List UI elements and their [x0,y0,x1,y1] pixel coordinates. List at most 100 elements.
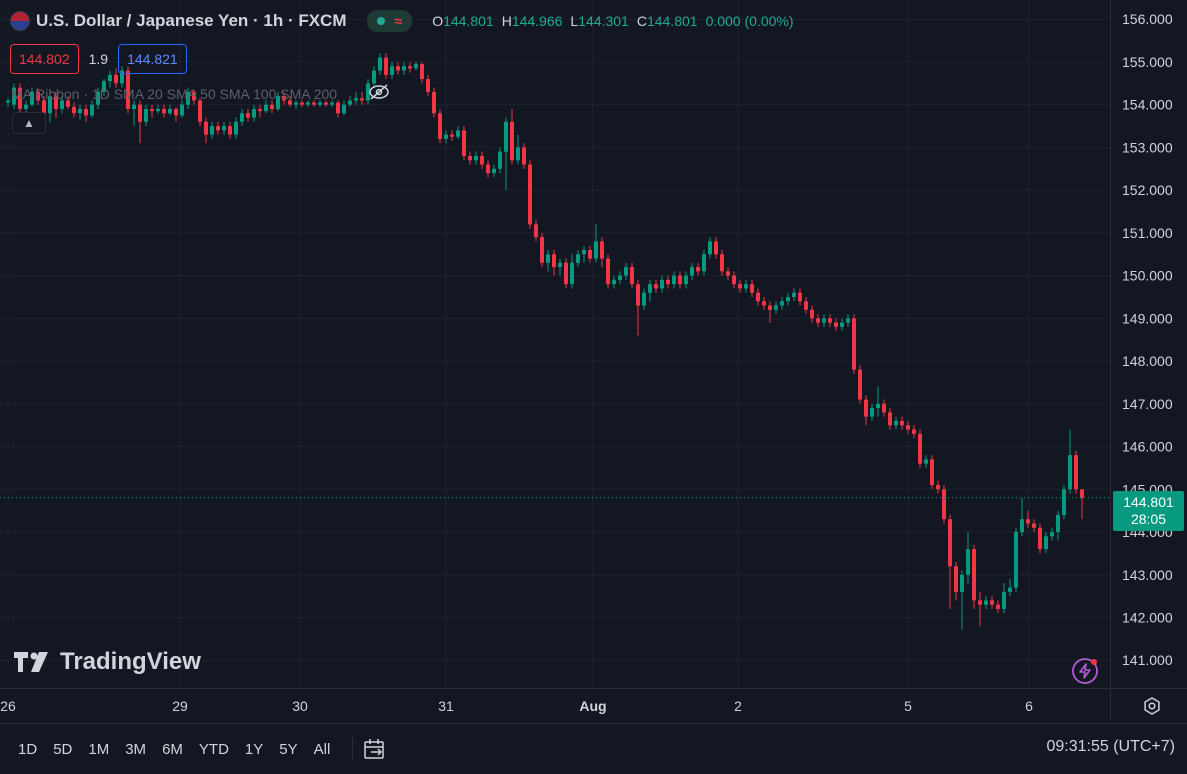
candle-body [774,305,778,310]
candle-body [204,121,208,135]
range-all-button[interactable]: All [313,740,331,758]
buy-button[interactable]: 144.821 [118,44,187,74]
candle-body [324,102,328,105]
candle-body [798,292,802,302]
x-tick-label: 5 [904,698,912,714]
candle-body [336,102,340,114]
change-value: 0.000 (0.00%) [705,13,794,29]
candle-body [930,459,934,486]
market-status-pill[interactable]: ≈ [366,10,413,32]
candle-body [678,275,682,285]
eye-hidden-icon[interactable] [368,83,390,101]
y-tick-label: 153.000 [1122,139,1173,155]
candle-body [456,130,460,137]
candle-body [540,237,544,263]
collapse-legend-button[interactable]: ▲ [12,112,46,134]
range-5y-button[interactable]: 5Y [279,740,298,758]
candle-body [876,403,880,409]
candle-body [276,96,280,109]
candle-body [534,224,538,238]
y-tick-label: 155.000 [1122,54,1173,70]
candle-body [108,74,112,82]
candle-body [882,403,886,413]
candle-body [900,420,904,426]
candle-body [42,100,46,114]
sell-button[interactable]: 144.802 [10,44,79,74]
candle-body [504,121,508,152]
candle-body [612,279,616,285]
indicator-legend[interactable]: MA Ribbon · 1D SMA 20 SMA 50 SMA 100 SMA… [11,86,338,102]
candle-body [186,91,190,105]
clock-timezone[interactable]: 09:31:55 (UTC+7) [1046,738,1175,755]
candle-body [1050,532,1054,537]
candle-body [18,87,22,109]
candle-body [750,284,754,293]
candle-body [342,104,346,114]
candle-body [420,64,424,80]
toolbar-divider [352,737,354,761]
range-6m-button[interactable]: 6M [162,740,183,758]
lightning-bolt-icon[interactable] [1071,657,1099,685]
candle-body [624,267,628,276]
candle-body [630,267,634,285]
range-5d-button[interactable]: 5D [53,740,73,758]
x-tick-label: 2 [734,698,742,714]
candle-body [1032,523,1036,528]
candle-body [570,262,574,285]
candle-body [726,271,730,276]
candle-body [30,91,34,105]
candle-body [192,91,196,101]
candle-body [438,113,442,139]
candle-body [486,164,490,174]
range-1d-button[interactable]: 1D [18,740,38,758]
candle-body [306,102,310,105]
candle-body [240,113,244,122]
candle-body [822,318,826,323]
range-ytd-button[interactable]: YTD [198,740,229,758]
candle-body [78,108,82,114]
candle-body [396,66,400,71]
bottom-toolbar: 1D 5D 1M 3M 6M YTD 1Y 5Y All 09:31:55 (U… [0,723,1187,774]
symbol-legend: U.S. Dollar / Japanese Yen · 1h · FXCM ≈… [10,10,794,32]
range-1m-button[interactable]: 1M [88,740,110,758]
candle-body [810,309,814,319]
candle-body [804,301,808,310]
chart-area[interactable]: 156.000 155.000 154.000 153.000 152.000 151.0… [0,0,1187,720]
candle-body [642,292,646,306]
candle-body [246,113,250,118]
candle-body [138,104,142,122]
range-3m-button[interactable]: 3M [125,740,147,758]
candle-body [378,57,382,71]
candle-body [978,600,982,605]
candle-body [372,70,376,84]
candle-body [450,134,454,137]
candle-body [768,305,772,310]
candle-body [12,87,16,105]
candle-body [168,108,172,114]
candle-body [258,108,262,112]
candle-body [1080,489,1084,498]
candle-body [60,100,64,109]
y-tick-label: 154.000 [1122,97,1173,113]
us-flag-icon [10,11,30,31]
candle-body [732,275,736,285]
axis-settings-icon[interactable] [1142,696,1162,716]
candle-body [270,104,274,109]
tradingview-logo[interactable]: TradingView [14,648,201,676]
candle-body [156,108,160,112]
candle-body [702,254,706,272]
candle-body [216,126,220,131]
calendar-goto-icon[interactable] [363,738,387,760]
y-tick-label: 147.000 [1122,396,1173,412]
candle-body [90,104,94,116]
y-tick-label: 151.000 [1122,225,1173,241]
y-tick-label: 143.000 [1122,567,1173,583]
candle-body [6,100,10,103]
candle-body [132,104,136,109]
symbol-title[interactable]: U.S. Dollar / Japanese Yen · 1h · FXCM [36,11,347,30]
range-1y-button[interactable]: 1Y [244,740,264,758]
candle-body [996,604,1000,609]
candle-body [816,318,820,323]
candle-body [120,70,124,84]
candlestick-chart[interactable]: 156.000 155.000 154.000 153.000 152.000 151.0… [0,0,1187,720]
